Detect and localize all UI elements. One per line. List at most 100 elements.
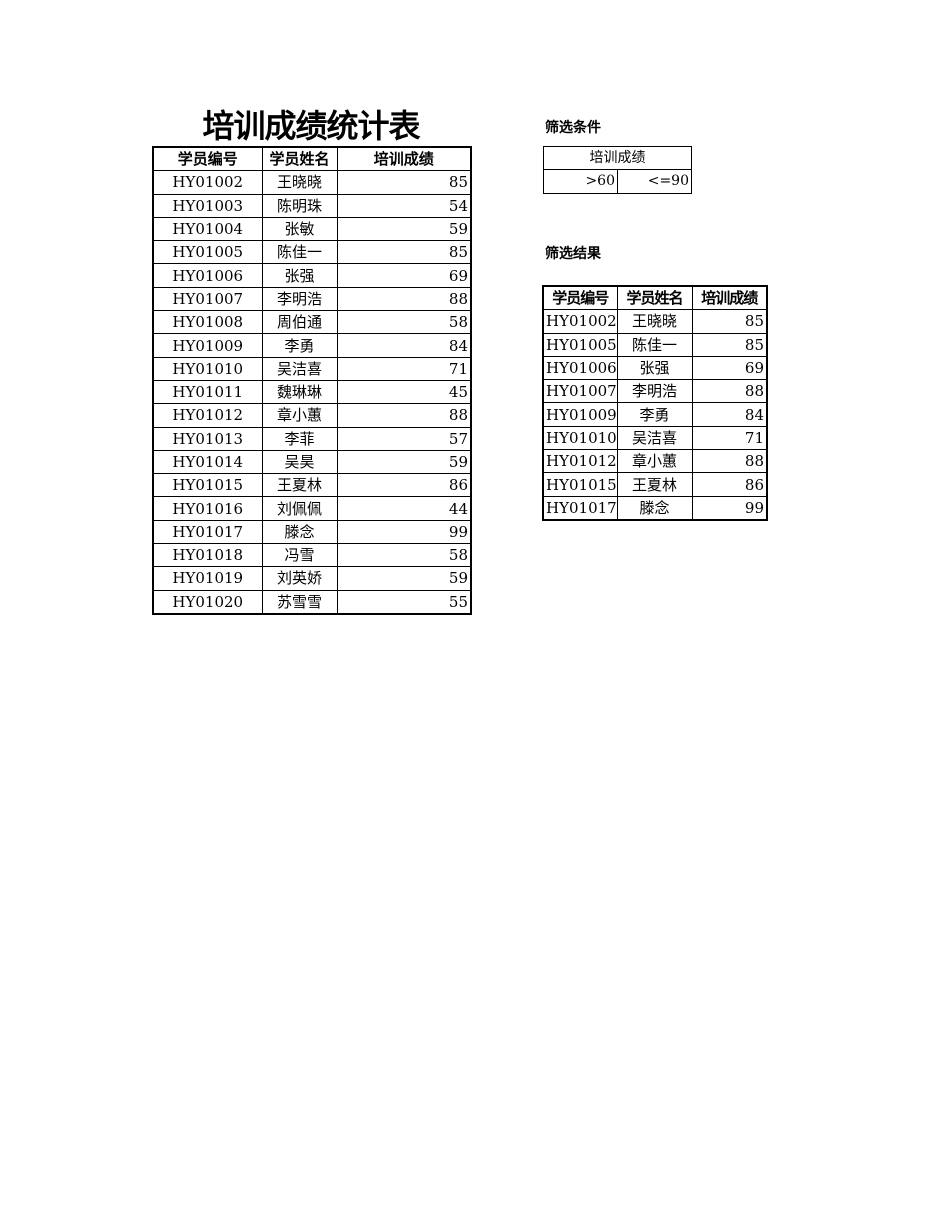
cell-student-name[interactable]: 魏琳琳 (261, 379, 338, 405)
cell-score[interactable]: 71 (336, 356, 472, 381)
cell-student-name[interactable]: 刘英娇 (261, 566, 338, 591)
cell-student-id[interactable]: HY01010 (152, 356, 263, 381)
cell-student-id[interactable]: HY01014 (152, 449, 263, 475)
cell-score[interactable]: 59 (336, 216, 472, 242)
cell-student-name[interactable]: 冯雪 (261, 543, 338, 568)
table-row: HY01011 魏琳琳 45 (152, 379, 472, 405)
cell-score[interactable]: 84 (336, 333, 472, 358)
cell-student-id[interactable]: HY01005 (152, 240, 263, 265)
cell-student-name[interactable]: 张强 (261, 263, 338, 288)
cell-score[interactable]: 69 (691, 355, 768, 381)
cell-student-id[interactable]: HY01004 (152, 216, 263, 242)
cell-student-id[interactable]: HY01009 (152, 333, 263, 358)
cell-score[interactable]: 85 (336, 170, 472, 195)
cell-student-id[interactable]: HY01006 (152, 263, 263, 288)
cell-student-name[interactable]: 陈明珠 (261, 193, 338, 218)
table-row: HY01012 章小蕙 88 (152, 403, 472, 428)
cell-score[interactable]: 88 (691, 379, 768, 404)
cell-score[interactable]: 71 (691, 425, 768, 451)
cell-score[interactable]: 69 (336, 263, 472, 288)
cell-score[interactable]: 88 (691, 449, 768, 474)
table-row: HY01017 滕念 99 (152, 519, 472, 545)
cell-student-id[interactable]: HY01007 (152, 286, 263, 312)
cell-student-id[interactable]: HY01017 (152, 519, 263, 545)
cell-student-name[interactable]: 李勇 (616, 402, 693, 427)
cell-student-id[interactable]: HY01010 (542, 425, 618, 451)
cell-student-id[interactable]: HY01019 (152, 566, 263, 591)
table-row: HY01017 滕念 99 (542, 495, 768, 521)
sheet-title: 培训成绩统计表 (202, 107, 420, 145)
cell-score[interactable]: 54 (336, 193, 472, 218)
table-row: HY01005 陈佳一 85 (542, 332, 768, 357)
cell-score[interactable]: 58 (336, 543, 472, 568)
cell-student-name[interactable]: 吴洁喜 (261, 356, 338, 381)
cell-student-name[interactable]: 苏雪雪 (261, 589, 338, 615)
cell-student-name[interactable]: 滕念 (261, 519, 338, 545)
criteria-header[interactable]: 培训成绩 (543, 145, 692, 171)
cell-score[interactable]: 86 (336, 473, 472, 498)
cell-score[interactable]: 55 (336, 589, 472, 615)
cell-score[interactable]: 99 (691, 495, 768, 521)
table-row: HY01007 李明浩 88 (152, 286, 472, 312)
cell-student-name[interactable]: 张强 (616, 355, 693, 381)
cell-score[interactable]: 85 (691, 332, 768, 357)
cell-student-name[interactable]: 章小蕙 (616, 449, 693, 474)
cell-score[interactable]: 85 (336, 240, 472, 265)
cell-student-id[interactable]: HY01016 (152, 496, 263, 521)
cell-student-name[interactable]: 陈佳一 (616, 332, 693, 357)
cell-score[interactable]: 59 (336, 449, 472, 475)
cell-student-name[interactable]: 吴洁喜 (616, 425, 693, 451)
cell-student-name[interactable]: 章小蕙 (261, 403, 338, 428)
cell-student-id[interactable]: HY01012 (152, 403, 263, 428)
cell-student-id[interactable]: HY01007 (542, 379, 618, 404)
cell-score[interactable]: 85 (691, 309, 768, 334)
cell-score[interactable]: 59 (336, 566, 472, 591)
cell-student-id[interactable]: HY01005 (542, 332, 618, 357)
cell-student-name[interactable]: 王晓晓 (616, 309, 693, 334)
table-row: HY01019 刘英娇 59 (152, 566, 472, 591)
cell-student-id[interactable]: HY01002 (152, 170, 263, 195)
table-row: HY01010 吴洁喜 71 (542, 425, 768, 451)
cell-student-id[interactable]: HY01015 (542, 472, 618, 497)
cell-student-id[interactable]: HY01009 (542, 402, 618, 427)
table-row: HY01016 刘佩佩 44 (152, 496, 472, 521)
table-row: HY01002 王晓晓 85 (542, 309, 768, 334)
cell-student-name[interactable]: 李勇 (261, 333, 338, 358)
cell-student-id[interactable]: HY01008 (152, 310, 263, 335)
cell-score[interactable]: 44 (336, 496, 472, 521)
cell-student-name[interactable]: 李明浩 (261, 286, 338, 312)
cell-student-id[interactable]: HY01003 (152, 193, 263, 218)
cell-student-name[interactable]: 滕念 (616, 495, 693, 521)
cell-student-id[interactable]: HY01012 (542, 449, 618, 474)
cell-score[interactable]: 84 (691, 402, 768, 427)
cell-score[interactable]: 57 (336, 426, 472, 451)
cell-student-name[interactable]: 王夏林 (616, 472, 693, 497)
cell-student-name[interactable]: 王晓晓 (261, 170, 338, 195)
cell-student-name[interactable]: 周伯通 (261, 310, 338, 335)
cell-student-id[interactable]: HY01013 (152, 426, 263, 451)
cell-student-id[interactable]: HY01002 (542, 309, 618, 334)
cell-score[interactable]: 86 (691, 472, 768, 497)
cell-student-name[interactable]: 王夏林 (261, 473, 338, 498)
cell-student-id[interactable]: HY01006 (542, 355, 618, 381)
cell-score[interactable]: 99 (336, 519, 472, 545)
cell-student-id[interactable]: HY01017 (542, 495, 618, 521)
cell-student-name[interactable]: 李明浩 (616, 379, 693, 404)
cell-student-name[interactable]: 张敏 (261, 216, 338, 242)
criteria-max[interactable]: <=90 (617, 169, 692, 194)
cell-student-id[interactable]: HY01018 (152, 543, 263, 568)
cell-score[interactable]: 45 (336, 379, 472, 405)
cell-student-name[interactable]: 李菲 (261, 426, 338, 451)
cell-student-id[interactable]: HY01020 (152, 589, 263, 615)
cell-score[interactable]: 88 (336, 286, 472, 312)
cell-student-id[interactable]: HY01015 (152, 473, 263, 498)
cell-score[interactable]: 88 (336, 403, 472, 428)
header-score: 培训成绩 (691, 285, 768, 311)
cell-student-name[interactable]: 刘佩佩 (261, 496, 338, 521)
cell-student-name[interactable]: 吴昊 (261, 449, 338, 475)
cell-score[interactable]: 58 (336, 310, 472, 335)
table-row: HY01002 王晓晓 85 (152, 170, 472, 195)
cell-student-id[interactable]: HY01011 (152, 379, 263, 405)
criteria-min[interactable]: >60 (543, 169, 618, 194)
cell-student-name[interactable]: 陈佳一 (261, 240, 338, 265)
